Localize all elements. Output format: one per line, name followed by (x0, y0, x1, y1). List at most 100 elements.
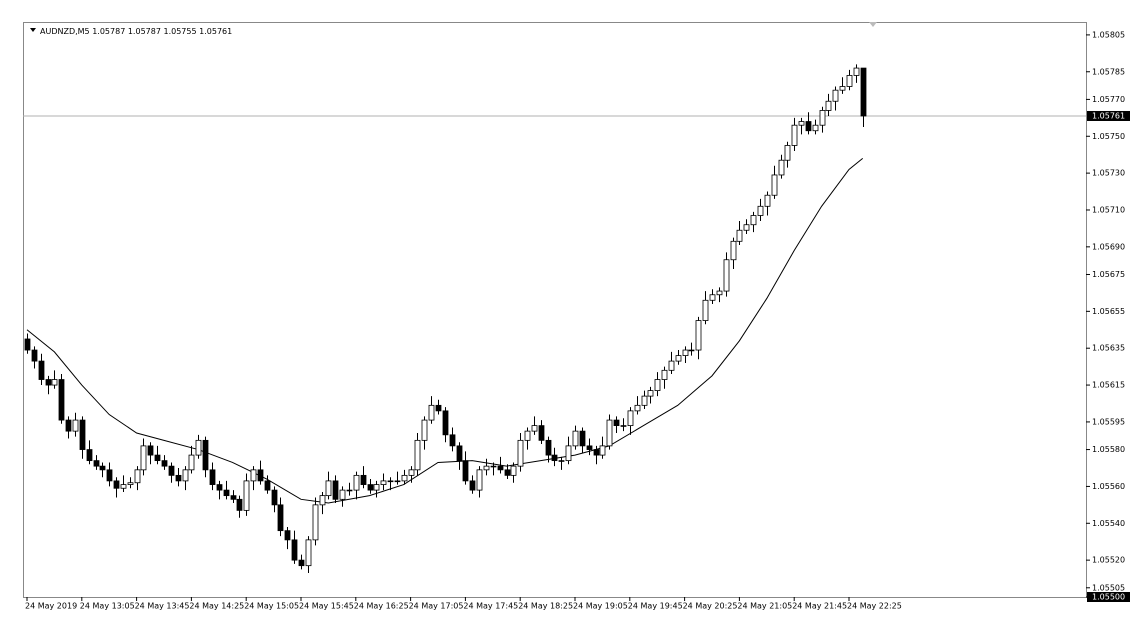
y-tick-label: 1.05770 (1092, 95, 1125, 104)
candle-body (298, 559, 305, 567)
candle-body (360, 474, 367, 485)
candle-body (99, 465, 106, 471)
candle-body (120, 484, 127, 489)
chart-header: AUDNZD,M5 1.05787 1.05787 1.05755 1.0576… (40, 27, 232, 36)
candle-body (414, 439, 421, 471)
candle-body (154, 454, 161, 462)
x-tick-label: 24 May 22:25 (847, 602, 902, 611)
dropdown-arrow (30, 28, 36, 32)
candle-body (188, 454, 195, 471)
candle-body (31, 349, 38, 362)
candle-body (565, 445, 572, 462)
candle-body (846, 75, 853, 87)
candle-body (325, 480, 332, 497)
candle-body (250, 469, 257, 482)
candle-body (58, 379, 65, 421)
candle-body (442, 410, 449, 436)
candle-body (572, 430, 579, 447)
candle-body (675, 355, 682, 362)
candle-body (182, 469, 189, 482)
x-tick-label: 24 May 15:05 (244, 602, 299, 611)
high-value: 1.05787 (128, 27, 161, 36)
current-price-label: 1.05761 (1092, 111, 1125, 120)
candle-body (339, 489, 346, 500)
candle-body (743, 224, 750, 231)
candle-body (627, 410, 634, 427)
candle-body (380, 480, 387, 485)
candle-body (730, 240, 737, 261)
candle-body (483, 465, 490, 471)
y-tick-label: 1.05690 (1092, 242, 1125, 251)
x-tick-label: 24 May 2019 (25, 602, 77, 611)
candle-body (784, 145, 791, 161)
candle-body (641, 395, 648, 406)
candle-body (860, 67, 867, 117)
candle-body (456, 445, 463, 462)
y-tick-label: 1.05595 (1092, 417, 1125, 426)
candle-body (38, 360, 45, 380)
candle-body (435, 404, 442, 412)
candle-body (230, 495, 237, 500)
x-tick-label: 24 May 21:45 (792, 602, 847, 611)
candle-body (257, 469, 264, 482)
candle-body (243, 480, 250, 511)
candle-body (668, 360, 675, 371)
candle-body (538, 425, 545, 441)
candle-body (291, 539, 298, 561)
candle-body (825, 100, 832, 111)
candle-body (695, 320, 702, 351)
candle-body (586, 445, 593, 450)
current-price-box (1087, 110, 1130, 121)
candle-body (771, 174, 778, 196)
candle-body (654, 379, 661, 391)
moving-average (26, 157, 864, 504)
candle-body (764, 194, 771, 207)
candle-body (812, 124, 819, 132)
x-tick-label: 24 May 14:25 (189, 602, 244, 611)
candle-body (736, 229, 743, 242)
symbol: AUDNZD,M5 (40, 27, 90, 36)
candle-body (175, 474, 182, 482)
candle-body (682, 349, 689, 356)
candle-body (209, 469, 216, 485)
open-value: 1.05787 (92, 27, 125, 36)
candle-body (606, 419, 613, 447)
y-tick-label: 1.05785 (1092, 67, 1125, 76)
candle-body (346, 489, 353, 492)
candle-body (661, 369, 668, 380)
candle-body (51, 379, 58, 386)
candle-body (236, 498, 243, 511)
candle-body (524, 430, 531, 441)
y-limit-label-box (1087, 592, 1130, 602)
candle-body (134, 469, 141, 484)
candle-body (127, 482, 134, 485)
candle-body (106, 469, 113, 482)
y-tick-label: 1.05505 (1092, 583, 1125, 592)
candle-body (277, 504, 284, 532)
candle-body (620, 425, 627, 427)
candle-body (469, 480, 476, 491)
candle-body (428, 404, 435, 421)
y-tick-label: 1.05560 (1092, 482, 1125, 491)
y-tick-label: 1.05580 (1092, 445, 1125, 454)
candle-body (161, 460, 168, 467)
candle-body (202, 439, 209, 471)
candle-body (394, 480, 401, 483)
candle-body (72, 419, 79, 432)
candle-body (113, 480, 120, 489)
candle-body (408, 469, 415, 476)
x-tick-label: 24 May 21:05 (737, 602, 792, 611)
candle-body (702, 299, 709, 321)
candle-body (757, 205, 764, 216)
y-tick-label: 1.05520 (1092, 556, 1125, 565)
candle-body (79, 419, 86, 450)
candle-body (305, 539, 312, 567)
candle-body (839, 86, 846, 91)
candle-body (401, 474, 408, 482)
candle-body (545, 439, 552, 456)
candle-body (709, 294, 716, 301)
y-tick-label: 1.05540 (1092, 519, 1125, 528)
x-tick-label: 24 May 13:45 (135, 602, 190, 611)
x-tick-label: 24 May 19:05 (573, 602, 628, 611)
